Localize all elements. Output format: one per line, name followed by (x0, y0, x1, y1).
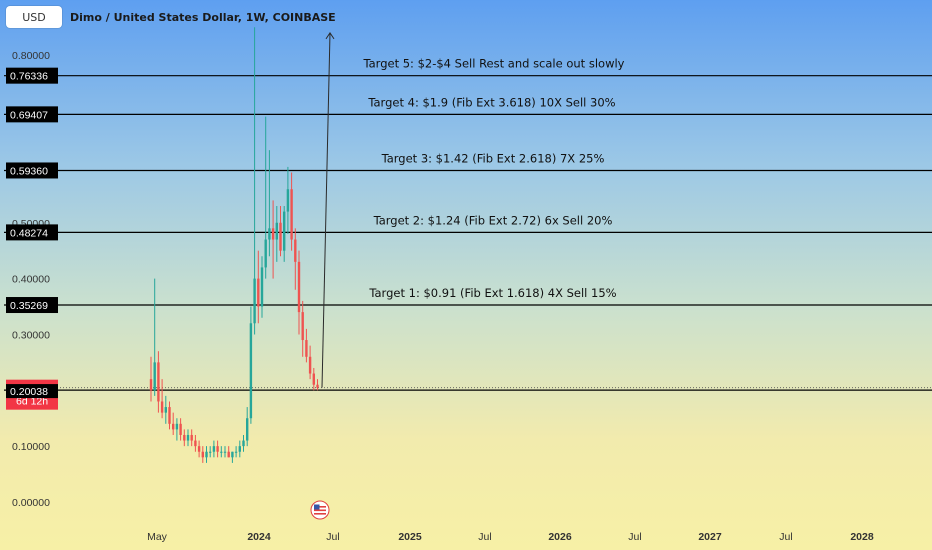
candle-body (179, 423, 182, 435)
y-tick-label: 0.40000 (12, 274, 50, 286)
level-price-badge (6, 224, 58, 241)
candle-body (308, 356, 312, 374)
candle-body (268, 228, 271, 240)
candle-body (234, 451, 238, 453)
y-tick-label: 0.10000 (12, 441, 50, 453)
level-price-badge (6, 162, 58, 179)
candle-body (242, 440, 245, 447)
y-tick-label: 0.00000 (12, 497, 50, 509)
candle-body (223, 451, 227, 453)
level-price-badge (6, 106, 58, 123)
candle-body (190, 434, 193, 441)
target-annotation: Target 3: $1.42 (Fib Ext 2.618) 7X 25% (381, 151, 605, 165)
candle-body (286, 189, 290, 212)
candle-body (227, 451, 230, 458)
level-price-label: 0.48274 (10, 227, 48, 239)
candle-body (175, 423, 179, 430)
price-axis: 0.800000.500000.400000.300000.100000.000… (6, 50, 58, 509)
chart-header: USD Dimo / United States Dollar, 1W, COI… (6, 6, 336, 28)
candle-body (160, 401, 164, 413)
candlestick-series (149, 27, 319, 463)
candle-body (283, 211, 286, 251)
x-tick-label: Jul (326, 531, 339, 543)
symbol-title: Dimo / United States Dollar, 1W, COINBAS… (70, 10, 336, 24)
candle-body (297, 261, 301, 313)
candle-body (183, 434, 186, 441)
us-flag-icon (310, 500, 330, 520)
x-tick-label: 2028 (850, 531, 874, 543)
candle-body (212, 446, 216, 452)
currency-button[interactable]: USD (6, 6, 62, 28)
candle-body (209, 451, 212, 453)
target-annotation: Target 1: $0.91 (Fib Ext 1.618) 4X Sell … (368, 286, 616, 300)
candle-body (186, 434, 190, 441)
projection-line (321, 32, 331, 388)
x-tick-label: 2024 (247, 531, 271, 543)
candle-body (205, 451, 208, 458)
candle-body (257, 278, 260, 307)
target-annotation: Target 5: $2-$4 Sell Rest and scale out … (363, 57, 625, 71)
candle-body (316, 384, 319, 388)
candle-body (305, 340, 308, 357)
x-tick-label: May (147, 531, 168, 543)
candle-body (172, 423, 175, 430)
candle-body (275, 222, 278, 240)
candle-body (238, 446, 241, 452)
candle-body (220, 451, 223, 453)
candle-body (260, 267, 264, 307)
target-levels: Target 5: $2-$4 Sell Rest and scale out … (4, 57, 932, 391)
x-tick-label: 2027 (698, 531, 722, 543)
candle-body (149, 379, 153, 391)
candle-body (153, 362, 156, 391)
candle-body (157, 362, 160, 402)
x-tick-label: Jul (628, 531, 641, 543)
candle-body (290, 189, 293, 240)
candle-body (264, 239, 267, 268)
level-price-badge (6, 67, 58, 84)
candle-body (216, 446, 219, 452)
candle-body (201, 451, 204, 458)
level-price-label: 0.76336 (10, 71, 48, 83)
candle-body (271, 228, 275, 240)
y-tick-label: 0.80000 (12, 50, 50, 62)
projection-arrow (321, 31, 335, 388)
x-tick-label: 2025 (398, 531, 422, 543)
x-tick-label: Jul (478, 531, 491, 543)
candle-body (253, 278, 256, 324)
candle-body (231, 451, 234, 458)
target-annotation: Target 2: $1.24 (Fib Ext 2.72) 6x Sell 2… (373, 213, 613, 227)
target-annotation: Target 4: $1.9 (Fib Ext 3.618) 10X Sell … (367, 95, 615, 109)
candle-body (312, 373, 315, 385)
time-axis: May 2024 Jul 2025 Jul 2026 Jul 2027 Jul 2028 (147, 531, 874, 543)
arrow-head (325, 31, 335, 40)
candle-body (168, 407, 171, 424)
candle-body (194, 440, 197, 447)
candle-body (249, 323, 253, 419)
level-price-label: 0.20038 (10, 386, 48, 398)
candle-body (164, 407, 167, 413)
x-tick-label: 2026 (548, 531, 572, 543)
level-price-label: 0.69407 (10, 109, 48, 121)
candle-body (197, 446, 201, 452)
candle-body (279, 222, 282, 251)
x-tick-label: Jul (779, 531, 792, 543)
level-price-label: 0.35269 (10, 300, 48, 312)
candle-body (301, 312, 304, 341)
countdown-label: 6d 12h (16, 396, 48, 408)
y-tick-label: 0.30000 (12, 329, 50, 341)
level-price-badge (6, 384, 58, 399)
candle-body (294, 239, 297, 262)
level-price-badge (6, 297, 58, 314)
candle-body (246, 418, 249, 441)
level-price-label: 0.59360 (10, 165, 48, 177)
